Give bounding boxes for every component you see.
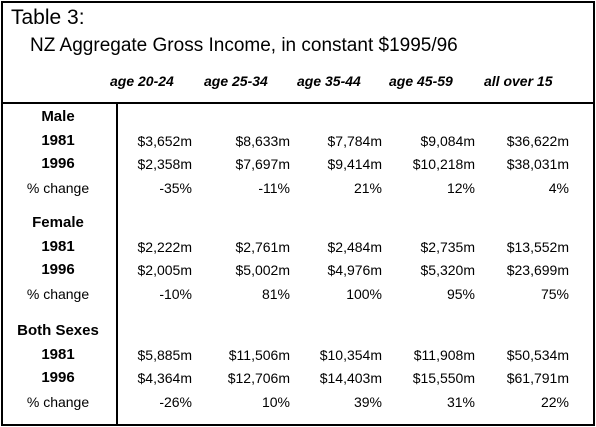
row-label-year: 1996 [41, 155, 75, 172]
table-cell: 75% [540, 286, 569, 302]
table-cell: $2,358m [137, 156, 192, 172]
header-divider [1, 102, 595, 104]
table-cell: $5,885m [137, 347, 192, 363]
table-cell: $5,320m [420, 262, 475, 278]
column-header: age 45-59 [389, 73, 453, 89]
row-label-year: 1996 [41, 261, 75, 278]
table-cell: $36,622m [506, 133, 569, 149]
table-cell: $10,354m [319, 347, 382, 363]
row-label-percent-change: % change [26, 286, 90, 302]
label-column-divider [116, 102, 118, 424]
row-label-year: 1981 [41, 346, 75, 363]
table-cell: $23,699m [506, 262, 569, 278]
section-heading: Female [32, 214, 84, 231]
table-title: NZ Aggregate Gross Income, in constant $… [30, 35, 458, 56]
table-cell: $14,403m [319, 370, 382, 386]
table-cell: $15,550m [412, 370, 475, 386]
column-header: age 25-34 [204, 73, 268, 89]
table-cell: $12,706m [227, 370, 290, 386]
table-cell: 12% [446, 180, 475, 196]
column-header: age 35-44 [297, 73, 361, 89]
table-cell: 81% [261, 286, 290, 302]
table-cell: $2,222m [137, 239, 192, 255]
table-cell: $7,784m [327, 133, 382, 149]
table-cell: $13,552m [506, 239, 569, 255]
table-cell: $4,976m [327, 262, 382, 278]
row-label-year: 1981 [41, 132, 75, 149]
table-cell: $2,761m [235, 239, 290, 255]
table-cell: -11% [258, 180, 290, 196]
table-cell: $11,506m [228, 347, 290, 363]
table-cell: -10% [159, 286, 192, 302]
table-cell: -26% [159, 394, 192, 410]
column-header: age 20-24 [110, 73, 174, 89]
table-cell: $11,908m [413, 347, 475, 363]
table-cell: 10% [261, 394, 290, 410]
row-label-percent-change: % change [26, 394, 90, 410]
table-number: Table 3: [11, 6, 85, 29]
row-label-year: 1996 [41, 369, 75, 386]
table-cell: 39% [353, 394, 382, 410]
table-cell: $2,005m [137, 262, 192, 278]
table-cell: $3,652m [137, 133, 192, 149]
table-cell: 31% [446, 394, 475, 410]
table-cell: 21% [353, 180, 382, 196]
table-cell: -35% [159, 180, 192, 196]
table-cell: $8,633m [235, 133, 290, 149]
table-cell: $9,084m [420, 133, 475, 149]
table-cell: $2,735m [420, 239, 475, 255]
table-cell: $61,791m [506, 370, 569, 386]
table-cell: $50,534m [506, 347, 569, 363]
table-cell: 95% [446, 286, 475, 302]
section-heading: Male [41, 108, 75, 125]
table-cell: 4% [548, 180, 569, 196]
table-cell: $10,218m [412, 156, 475, 172]
table-cell: $5,002m [235, 262, 290, 278]
section-heading: Both Sexes [17, 322, 99, 339]
row-label-percent-change: % change [26, 180, 90, 196]
table-cell: $7,697m [235, 156, 290, 172]
table-cell: 22% [540, 394, 569, 410]
table-cell: $4,364m [137, 370, 192, 386]
table-cell: $2,484m [327, 239, 382, 255]
column-header: all over 15 [484, 73, 553, 89]
table-cell: 100% [346, 286, 382, 302]
table-cell: $38,031m [506, 156, 569, 172]
table-cell: $9,414m [327, 156, 382, 172]
row-label-year: 1981 [41, 238, 75, 255]
